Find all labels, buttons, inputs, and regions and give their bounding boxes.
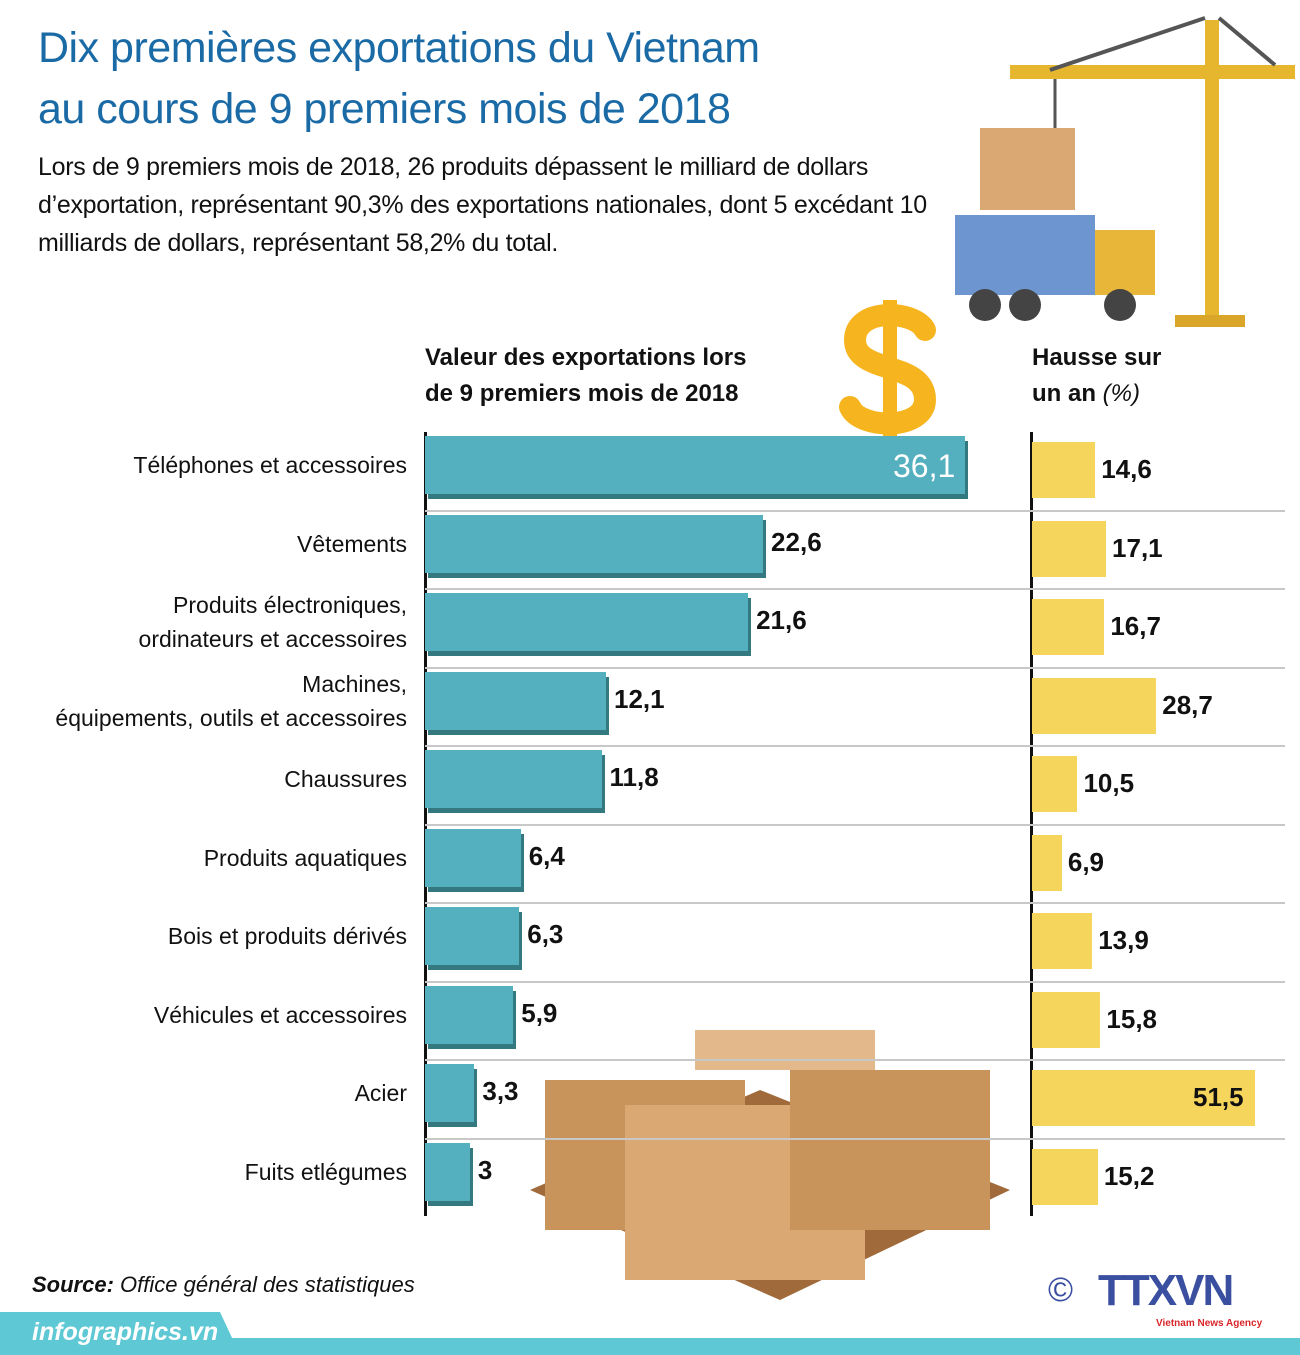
growth-value-label: 15,2: [1103, 1160, 1155, 1191]
export-bar: [425, 671, 606, 730]
intro-text: Lors de 9 premiers mois de 2018, 26 prod…: [38, 153, 927, 257]
growth-bar: [1032, 442, 1096, 498]
growth-bar: [1032, 599, 1105, 655]
category-label: Fuits etlégumes: [244, 1158, 407, 1185]
growth-value-label: 51,5: [1193, 1082, 1244, 1112]
site-link[interactable]: infographics.vn: [32, 1318, 219, 1346]
header-growth: Hausse sur un an (%): [1032, 344, 1162, 407]
growth-bar: [1032, 1070, 1255, 1126]
export-bar: [425, 828, 521, 887]
page-title: Dix premières exportations du Vietnam au…: [38, 24, 760, 133]
export-value-label: 21,6: [756, 605, 807, 635]
gridline: [425, 509, 1285, 512]
growth-value-label: 13,9: [1098, 925, 1149, 955]
export-bar: [425, 1064, 475, 1122]
export-value-label: 36,1: [893, 448, 956, 484]
export-value-label: 3,3: [482, 1076, 519, 1106]
export-value-label: 6,4: [528, 840, 565, 871]
footer-band: [0, 1338, 1300, 1355]
category-label: Véhicules et accessoires: [153, 1001, 407, 1028]
export-value-label: 6,3: [527, 919, 564, 949]
growth-value-label: 10,5: [1083, 768, 1135, 798]
gridline: [425, 666, 1285, 669]
growth-bar: [1032, 520, 1107, 577]
cardboard-boxes-illustration: [530, 1030, 1010, 1300]
gridline: [425, 1137, 1285, 1140]
growth-bar: [1032, 991, 1101, 1048]
dollar-icon: [839, 300, 937, 440]
category-label: Vêtements: [297, 530, 407, 557]
category-label: Téléphones et accessoires: [133, 452, 407, 478]
export-bar: [425, 1142, 470, 1201]
gridline: [425, 745, 1285, 747]
category-label: Produits électroniques, ordinateurs et ac…: [138, 592, 407, 652]
export-value-label: 5,9: [521, 997, 558, 1028]
export-value-label: 22,6: [771, 526, 822, 557]
export-bar: [425, 907, 520, 965]
header-export-value: Valeur des exportations lors de 9 premie…: [425, 344, 747, 407]
growth-bar: [1032, 913, 1093, 969]
site-tab: infographics.vn: [0, 1312, 240, 1355]
category-label: Produits aquatiques: [203, 844, 407, 871]
gridline: [425, 980, 1285, 983]
gridline: [425, 588, 1285, 590]
growth-value-label: 6,9: [1067, 846, 1105, 877]
category-label: Acier: [354, 1080, 407, 1106]
export-bar: [425, 750, 602, 808]
ttxvn-logo: © TTXVN Vietnam News Agency: [1048, 1266, 1263, 1330]
growth-value-label: 17,1: [1112, 532, 1163, 563]
gridline: [425, 902, 1285, 904]
export-bar: [425, 514, 764, 573]
category-label: Bois et produits dérivés: [167, 923, 407, 949]
growth-value-label: 16,7: [1110, 611, 1161, 641]
export-bar: [425, 593, 749, 651]
growth-bar: [1032, 1148, 1098, 1205]
growth-bar: [1032, 834, 1062, 891]
source-note: Source: Office général des statistiques: [32, 1272, 415, 1297]
growth-bar: [1032, 677, 1157, 734]
export-value-label: 11,8: [609, 762, 659, 792]
export-value-label: 12,1: [613, 683, 665, 714]
category-label: Machines, équipements, outils et accessoi…: [55, 670, 407, 731]
growth-value-label: 28,7: [1162, 689, 1213, 720]
growth-value-label: 14,6: [1101, 454, 1152, 484]
gridline: [425, 1059, 1285, 1061]
gridline: [425, 823, 1285, 826]
growth-bar: [1032, 756, 1078, 812]
crane-truck-illustration: [955, 16, 1295, 327]
export-value-label: 3: [477, 1154, 493, 1185]
export-bar: [425, 985, 514, 1044]
growth-value-label: 15,8: [1106, 1003, 1158, 1034]
category-label: Chaussures: [284, 766, 407, 792]
export-bar: [425, 436, 965, 494]
